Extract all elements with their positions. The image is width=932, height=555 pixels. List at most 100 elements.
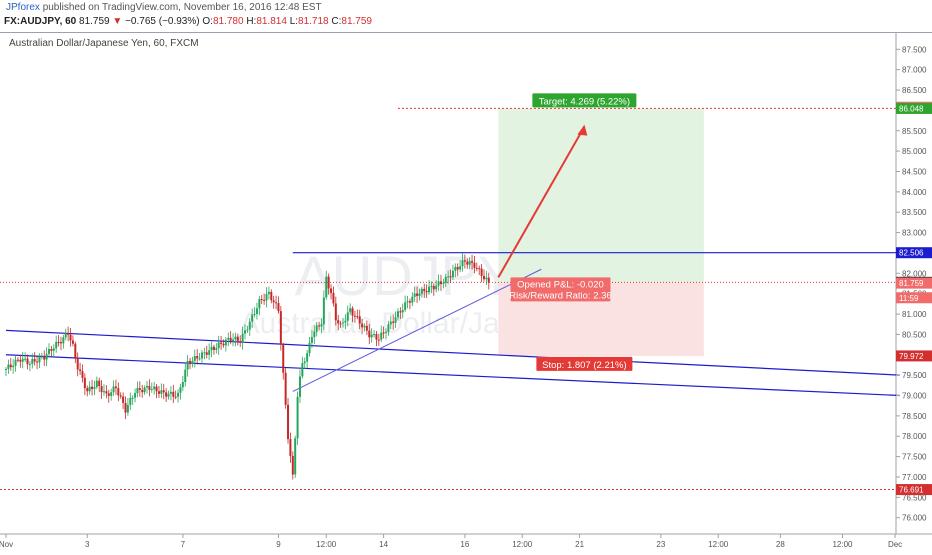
candle-body	[468, 261, 471, 265]
candle-body	[126, 404, 129, 413]
candle-body	[263, 299, 266, 301]
candle-body	[153, 386, 156, 390]
target-label-bg	[532, 93, 637, 108]
publish-info: JPforex published on TradingView.com, No…	[6, 2, 322, 13]
candle-body	[435, 285, 438, 290]
high-value: 81.814	[256, 16, 287, 27]
candle-body	[325, 276, 328, 298]
candle-body	[387, 324, 390, 332]
candle-body	[272, 300, 275, 303]
chart-area[interactable]: AUDJPY, 60Australian Dollar/Japanese Yen…	[0, 32, 932, 550]
candle-body	[466, 261, 469, 265]
candle-body	[368, 330, 371, 338]
candle-body	[57, 341, 60, 343]
y-tick-label: 84.000	[902, 188, 927, 197]
candle-body	[26, 358, 29, 365]
candle-body	[150, 389, 153, 391]
candle-body	[471, 261, 474, 263]
candle-body	[198, 358, 201, 360]
candle-body	[205, 352, 208, 355]
candle-body	[487, 277, 490, 283]
candle-body	[210, 346, 213, 351]
y-tick-label: 79.000	[902, 392, 927, 401]
candle-body	[148, 385, 151, 390]
candle-body	[232, 339, 235, 342]
candle-body	[236, 336, 239, 342]
stop-label: Stop: 1.807 (2.21%)	[542, 360, 627, 371]
close-value: 81.759	[341, 16, 372, 27]
profit-zone	[498, 108, 704, 283]
candle-body	[174, 396, 177, 398]
candle-body	[449, 276, 452, 278]
candle-body	[432, 286, 435, 290]
candle-body	[251, 314, 254, 322]
candle-body	[134, 393, 137, 398]
candle-body	[363, 325, 366, 328]
candle-body	[9, 364, 12, 368]
candle-body	[246, 329, 249, 331]
candle-body	[31, 359, 34, 364]
candle-body	[172, 391, 175, 397]
candle-body	[298, 376, 301, 397]
candle-body	[404, 302, 407, 310]
candle-body	[146, 385, 149, 388]
price-tag-bg	[896, 484, 932, 496]
candle-body	[451, 270, 454, 278]
candle-body	[138, 388, 141, 390]
candle-body	[222, 343, 225, 346]
candle-body	[375, 334, 378, 340]
price-tag-bg	[896, 247, 932, 259]
candle-body	[14, 359, 17, 366]
x-tick-label: 16	[460, 540, 469, 549]
candle-body	[444, 276, 447, 283]
open-label: O:	[202, 16, 213, 27]
candle-body	[100, 386, 103, 393]
candle-body	[330, 288, 333, 293]
candle-body	[287, 404, 290, 440]
candle-body	[239, 341, 242, 343]
candle-body	[396, 311, 399, 318]
candle-body	[473, 262, 476, 268]
candle-body	[408, 301, 411, 303]
candle-body	[181, 381, 184, 388]
author-link[interactable]: JPforex	[6, 2, 40, 13]
candle-body	[224, 339, 227, 346]
y-tick-label: 77.000	[902, 473, 927, 482]
price-tag-bg	[896, 292, 932, 304]
pnl-label-bg	[510, 277, 611, 302]
candle-body	[193, 356, 196, 361]
close-label: C:	[331, 16, 342, 27]
candle-body	[186, 360, 189, 370]
x-tick-label: 23	[656, 540, 665, 549]
candle-body	[196, 356, 199, 359]
symbol-label[interactable]: FX:AUDJPY, 60	[4, 16, 77, 27]
candle-body	[442, 282, 445, 284]
price-tag-bg	[896, 102, 932, 114]
candle-body	[241, 333, 244, 343]
candle-body	[306, 353, 309, 362]
candle-body	[351, 308, 354, 316]
candle-body	[12, 365, 15, 368]
candle-body	[48, 349, 51, 355]
candle-body	[83, 377, 86, 389]
high-label: H:	[246, 16, 257, 27]
candle-body	[416, 293, 419, 296]
candle-body	[33, 359, 36, 362]
low-label: L:	[289, 16, 299, 27]
x-tick-label: Dec	[888, 540, 902, 549]
candle-body	[88, 386, 91, 392]
price-chart[interactable]: AUDJPY, 60Australian Dollar/Japanese Yen…	[0, 33, 932, 550]
candle-body	[406, 301, 409, 303]
candle-body	[349, 308, 352, 313]
candle-body	[447, 276, 450, 278]
y-tick-label: 78.500	[902, 412, 927, 421]
y-tick-label: 87.500	[902, 45, 927, 54]
candle-body	[119, 395, 122, 397]
y-axis: 76.000 76.500 77.000 77.500 78.000 78.500 79.0…	[896, 45, 927, 523]
candle-body	[16, 359, 19, 361]
candle-body	[141, 389, 144, 393]
candle-body	[45, 354, 48, 360]
y-tick-label: 77.500	[902, 453, 927, 462]
price-tag: 11:59	[899, 294, 919, 303]
candle-body	[339, 323, 342, 325]
